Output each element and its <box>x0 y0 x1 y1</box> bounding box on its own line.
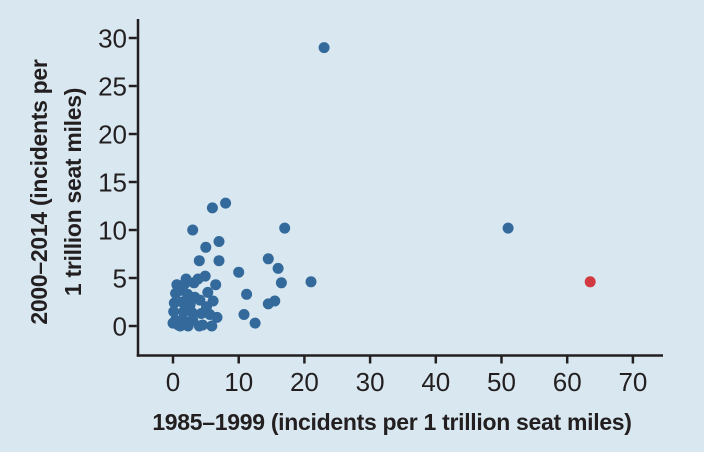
x-tick-label: 10 <box>224 367 253 397</box>
x-tick-label: 0 <box>166 367 180 397</box>
data-point <box>305 276 317 288</box>
data-point <box>193 255 205 267</box>
data-point <box>262 253 274 265</box>
y-tick-label: 5 <box>113 264 127 294</box>
x-tick-label: 60 <box>553 367 582 397</box>
x-tick-label: 40 <box>421 367 450 397</box>
y-axis-title-line1: 2000–2014 (incidents per <box>26 59 52 325</box>
y-tick-label: 20 <box>98 120 127 150</box>
data-point <box>318 42 330 54</box>
data-point <box>502 222 514 234</box>
data-point <box>182 320 194 332</box>
data-point <box>275 277 287 289</box>
data-point <box>195 308 207 319</box>
y-axis-title: 2000–2014 (incidents per 1 trillion seat… <box>22 59 90 324</box>
data-point <box>168 306 180 318</box>
data-point <box>210 279 222 291</box>
data-point <box>233 266 245 278</box>
data-point <box>241 288 253 300</box>
data-point <box>200 241 212 253</box>
y-axis-title-line2: 1 trillion seat miles) <box>60 87 86 297</box>
y-tick-label: 15 <box>98 168 127 198</box>
data-point <box>187 224 199 236</box>
x-tick-label: 70 <box>618 367 647 397</box>
data-point <box>193 320 205 332</box>
data-point <box>207 295 219 307</box>
data-point <box>185 292 197 304</box>
data-point <box>206 202 218 214</box>
y-tick-label: 0 <box>113 312 127 342</box>
y-tick-label: 30 <box>98 24 127 54</box>
x-tick-label: 30 <box>356 367 385 397</box>
data-point <box>167 317 179 329</box>
y-tick-label: 25 <box>98 72 127 102</box>
x-axis-title: 1985–1999 (incidents per 1 trillion seat… <box>152 409 632 435</box>
data-point <box>249 317 261 329</box>
data-point <box>206 320 218 332</box>
data-point <box>204 309 216 320</box>
data-point <box>213 255 225 267</box>
y-tick-label: 10 <box>98 216 127 246</box>
x-tick-label: 50 <box>487 367 516 397</box>
data-point <box>213 236 225 247</box>
data-point <box>202 286 214 298</box>
data-point <box>192 273 204 285</box>
data-point <box>269 295 281 307</box>
data-point <box>279 222 291 234</box>
data-point <box>238 309 250 320</box>
data-point <box>220 197 232 209</box>
data-point <box>272 262 284 274</box>
data-point <box>171 279 183 291</box>
x-tick-label: 20 <box>290 367 319 397</box>
data-point <box>180 273 192 285</box>
highlight-point <box>584 276 596 288</box>
